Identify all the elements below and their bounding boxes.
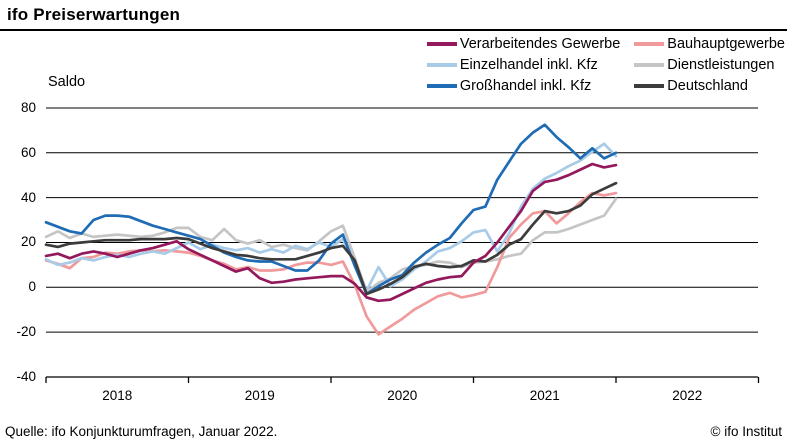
legend-swatch-icon (634, 42, 665, 46)
legend-label: Einzelhandel inkl. Kfz (459, 57, 598, 73)
chart-legend: Verarbeitendes Gewerbe Bauhauptgewerbe Ein… (426, 36, 785, 94)
x-tick-label: 2021 (529, 388, 560, 403)
y-tick-label: -20 (16, 324, 36, 340)
series-line-2 (44, 191, 618, 336)
legend-label: Verarbeitendes Gewerbe (459, 36, 621, 52)
y-tick-label: 20 (20, 234, 36, 250)
legend-item-2: Bauhauptgewerbe (634, 36, 785, 52)
legend-item-1: Verarbeitendes Gewerbe (426, 36, 621, 52)
series-line-4 (44, 197, 618, 294)
series-line-1 (44, 162, 618, 303)
legend-label: Großhandel inkl. Kfz (459, 78, 592, 94)
legend-label: Deutschland (667, 78, 748, 94)
y-axis-title: Saldo (48, 74, 86, 90)
legend-item-3: Einzelhandel inkl. Kfz (426, 57, 620, 73)
x-tick-label: 2019 (244, 388, 275, 403)
legend-swatch-icon (634, 63, 665, 67)
y-tick-label: 0 (28, 279, 36, 295)
legend-swatch-icon (426, 84, 457, 88)
legend-swatch-icon (426, 63, 457, 67)
x-tick-label: 2020 (387, 388, 418, 403)
y-tick-label: 40 (20, 189, 36, 205)
legend-item-6: Deutschland (634, 78, 785, 94)
legend-swatch-icon (634, 84, 665, 88)
y-tick-label: -40 (16, 368, 36, 384)
page-title: ifo Preiserwartungen (7, 5, 181, 24)
series-line-6 (44, 181, 618, 296)
series-line-5 (44, 123, 618, 296)
x-tick-label: 2018 (102, 388, 133, 403)
copyright-note: © ifo Institut (710, 424, 782, 439)
legend-item-4: Dienstleistungen (634, 57, 785, 73)
legend-label: Bauhauptgewerbe (667, 36, 785, 52)
title-divider (0, 29, 787, 31)
legend-item-5: Großhandel inkl. Kfz (426, 78, 620, 94)
y-tick-label: 80 (20, 99, 36, 115)
y-tick-label: 60 (20, 144, 36, 160)
legend-swatch-icon (426, 42, 457, 46)
legend-label: Dienstleistungen (667, 57, 775, 73)
source-note: Quelle: ifo Konjunkturumfragen, Januar 2… (5, 424, 278, 439)
x-tick-label: 2022 (672, 388, 703, 403)
